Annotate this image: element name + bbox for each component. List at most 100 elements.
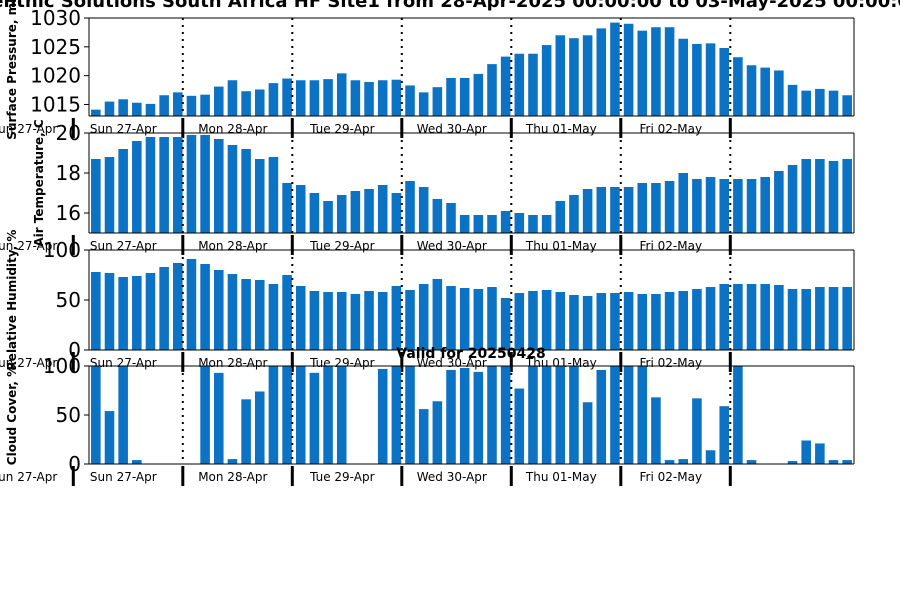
bar	[145, 137, 156, 233]
bar	[186, 135, 197, 233]
y-tick-label: 1015	[30, 92, 81, 116]
bar	[336, 73, 347, 116]
bar	[596, 28, 607, 117]
bar	[391, 79, 402, 116]
figure-subtitle: Valid for 20250428	[396, 346, 545, 362]
bar	[118, 149, 128, 233]
bar	[418, 187, 429, 233]
bar	[596, 187, 607, 233]
x-day-label: Thu 01-May	[525, 470, 597, 484]
bar	[678, 459, 689, 464]
bar	[377, 80, 388, 116]
bar	[214, 270, 224, 350]
bar	[473, 371, 484, 464]
bar	[132, 276, 142, 350]
bar	[500, 211, 511, 233]
bar	[623, 292, 634, 350]
bar	[733, 179, 743, 233]
figure-title: Benthic Solutions South Africa HF Site1 …	[0, 0, 900, 12]
x-day-label: Sun 27-Apr	[0, 122, 57, 136]
y-tick-label: 20	[56, 121, 81, 145]
bar	[173, 263, 183, 350]
y-tick-label: 0	[68, 452, 81, 476]
bar	[364, 189, 374, 233]
bar	[637, 366, 648, 464]
bar	[528, 53, 538, 116]
bar	[828, 460, 839, 464]
y-axis-label: Cloud Cover, %	[5, 365, 19, 465]
bar	[132, 460, 142, 464]
bar	[432, 279, 443, 350]
bar	[350, 294, 361, 350]
bar	[254, 391, 265, 464]
bar	[104, 273, 115, 350]
bar	[651, 294, 661, 350]
bar	[227, 80, 238, 116]
bar	[664, 292, 675, 350]
bar	[405, 366, 415, 464]
x-day-label: Thu 01-May	[525, 122, 597, 136]
x-day-label: Fri 02-May	[640, 122, 703, 136]
bar	[514, 53, 525, 116]
y-axis-label: Air Temperature, C	[32, 119, 46, 247]
bar	[200, 94, 210, 116]
bar	[541, 215, 552, 233]
bar	[418, 409, 429, 464]
bar	[815, 287, 825, 350]
bar	[309, 80, 320, 116]
x-day-label: Thu 01-May	[525, 239, 597, 253]
y-tick-label: 100	[43, 354, 81, 378]
bar	[159, 95, 169, 116]
bar	[842, 95, 852, 116]
bar	[104, 101, 115, 116]
bar	[637, 183, 648, 233]
bar	[391, 286, 402, 350]
bar	[719, 284, 729, 350]
x-day-label: Tue 29-Apr	[309, 470, 374, 484]
bar	[582, 35, 593, 116]
bar	[159, 137, 169, 233]
bar	[555, 292, 566, 350]
y-tick-label: 1025	[30, 35, 81, 59]
bar	[705, 287, 716, 350]
bar	[569, 38, 579, 116]
bar	[760, 284, 770, 350]
x-day-label: Wed 30-Apr	[417, 122, 487, 136]
bar	[555, 366, 566, 464]
bar	[241, 149, 251, 233]
bar	[528, 366, 538, 464]
bar	[323, 292, 333, 350]
bar	[815, 88, 825, 116]
bar	[446, 286, 456, 350]
bar	[842, 460, 852, 464]
bar	[760, 67, 770, 116]
bar	[364, 81, 374, 116]
bar	[309, 193, 320, 233]
bar	[104, 411, 115, 464]
bar	[651, 27, 661, 116]
bar	[418, 284, 429, 350]
bar	[842, 159, 852, 233]
bar	[323, 201, 333, 233]
bar	[295, 80, 306, 116]
bar	[446, 203, 456, 233]
bar	[678, 291, 689, 350]
bar	[473, 215, 484, 233]
bar	[432, 87, 443, 116]
bar	[664, 27, 675, 116]
bar	[514, 213, 525, 233]
bar	[651, 397, 661, 464]
bar	[637, 30, 648, 116]
x-day-label: Mon 28-Apr	[198, 122, 267, 136]
bar	[842, 287, 852, 350]
bar	[692, 289, 702, 350]
bar	[173, 137, 183, 233]
bar	[664, 460, 675, 464]
y-tick-label: 18	[56, 161, 81, 185]
bar	[828, 90, 839, 116]
bar	[678, 38, 689, 116]
bar	[282, 366, 292, 464]
